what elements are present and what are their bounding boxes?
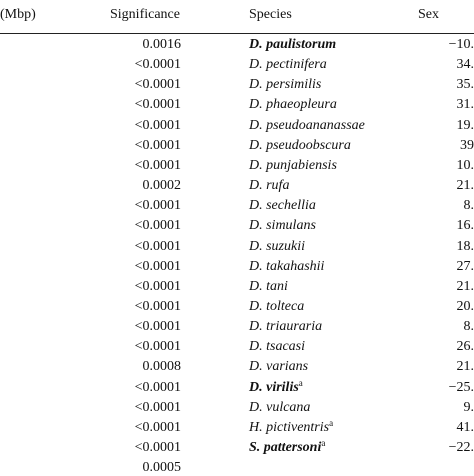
sex-value: −25. — [449, 380, 474, 396]
sex-value: 34. — [457, 57, 474, 73]
significance: <0.0001 — [135, 380, 181, 396]
species: D. pseudoobscura — [249, 138, 351, 153]
sex-value: 10. — [457, 158, 474, 174]
sex-value: 39 — [460, 138, 474, 154]
significance: <0.0001 — [135, 239, 181, 255]
footnote-mark: a — [329, 418, 333, 428]
significance: <0.0001 — [135, 77, 181, 93]
species: D. tolteca — [249, 299, 304, 314]
species-cell: D. tsacasi — [249, 339, 305, 355]
header-cell: Species — [249, 7, 292, 23]
species-cell: D. tolteca — [249, 299, 304, 315]
species: D. pectinifera — [249, 57, 327, 72]
species: D. paulistorum — [249, 37, 336, 52]
significance: <0.0001 — [135, 218, 181, 234]
species-cell: D. varians — [249, 359, 308, 375]
sex-value: 9. — [464, 400, 474, 416]
significance: <0.0001 — [135, 299, 181, 315]
header-cell: (Mbp) — [0, 7, 36, 23]
significance: <0.0001 — [135, 400, 181, 416]
significance: <0.0001 — [135, 198, 181, 214]
sex-value: 21. — [457, 279, 474, 295]
species: H. pictiventris — [249, 420, 329, 435]
species: D. takahashii — [249, 259, 324, 274]
species: D. varians — [249, 359, 308, 374]
species: D. phaeopleura — [249, 97, 337, 112]
significance: <0.0001 — [135, 279, 181, 295]
footnote-mark: a — [299, 378, 303, 388]
species-cell: D. simulans — [249, 218, 316, 234]
sex-value: 21. — [457, 178, 474, 194]
sex-value: 26. — [457, 339, 474, 355]
significance: <0.0001 — [135, 420, 181, 436]
species-cell: D. suzukii — [249, 239, 305, 255]
species: D. pseudoananassae — [249, 118, 365, 133]
species-cell: D. pectinifera — [249, 57, 327, 73]
species: D. rufa — [249, 178, 289, 193]
species: D. persimilis — [249, 77, 321, 92]
species: D. suzukii — [249, 239, 305, 254]
species: D. tsacasi — [249, 339, 305, 354]
footnote-mark: a — [321, 438, 325, 448]
species-cell: D. paulistorum — [249, 37, 336, 53]
species-cell: D. virilisa — [249, 380, 303, 396]
significance: <0.0001 — [135, 440, 181, 456]
species-cell: D. sechellia — [249, 198, 316, 214]
species-cell: D. vulcana — [249, 400, 310, 416]
significance: 0.0016 — [143, 37, 182, 53]
species: D. tani — [249, 279, 288, 294]
species: D. vulcana — [249, 400, 310, 415]
species-cell: S. pattersonia — [249, 440, 325, 456]
species: D. sechellia — [249, 198, 316, 213]
sex-value: −22. — [449, 440, 474, 456]
sex-value: 31. — [457, 97, 474, 113]
species-cell: D. rufa — [249, 178, 289, 194]
sex-value: 8. — [464, 198, 474, 214]
species-cell: D. takahashii — [249, 259, 324, 275]
species-cell: D. punjabiensis — [249, 158, 337, 174]
species-cell: D. tani — [249, 279, 288, 295]
sex-value: 41. — [457, 420, 474, 436]
header-cell: Significance — [110, 7, 180, 23]
significance: <0.0001 — [135, 259, 181, 275]
species: D. punjabiensis — [249, 158, 337, 173]
significance: <0.0001 — [135, 339, 181, 355]
species-cell: D. pseudoobscura — [249, 138, 351, 154]
significance: <0.0001 — [135, 97, 181, 113]
significance: <0.0001 — [135, 118, 181, 134]
significance: 0.0008 — [143, 359, 182, 375]
sex-value: 8. — [464, 319, 474, 335]
sex-value: 18. — [457, 239, 474, 255]
significance: <0.0001 — [135, 158, 181, 174]
species-cell: D. triauraria — [249, 319, 322, 335]
sex-value: 27. — [457, 259, 474, 275]
sex-value: 16. — [457, 218, 474, 234]
sex-value: 19. — [457, 118, 474, 134]
species: S. pattersoni — [249, 440, 321, 455]
significance: <0.0001 — [135, 138, 181, 154]
header-cell: Sex — [418, 7, 439, 23]
sex-value: 21. — [457, 359, 474, 375]
species-cell: D. phaeopleura — [249, 97, 337, 113]
species: D. virilis — [249, 380, 299, 395]
species: D. triauraria — [249, 319, 322, 334]
sex-value: 35. — [457, 77, 474, 93]
header-rule — [0, 33, 474, 34]
species-cell: H. pictiventrisa — [249, 420, 333, 436]
sex-value: −10. — [449, 37, 474, 53]
significance: 0.0002 — [143, 178, 182, 194]
species-cell: D. pseudoananassae — [249, 118, 365, 134]
significance: <0.0001 — [135, 57, 181, 73]
species: D. simulans — [249, 218, 316, 233]
species-cell: D. persimilis — [249, 77, 321, 93]
significance: <0.0001 — [135, 319, 181, 335]
sex-value: 20. — [457, 299, 474, 315]
